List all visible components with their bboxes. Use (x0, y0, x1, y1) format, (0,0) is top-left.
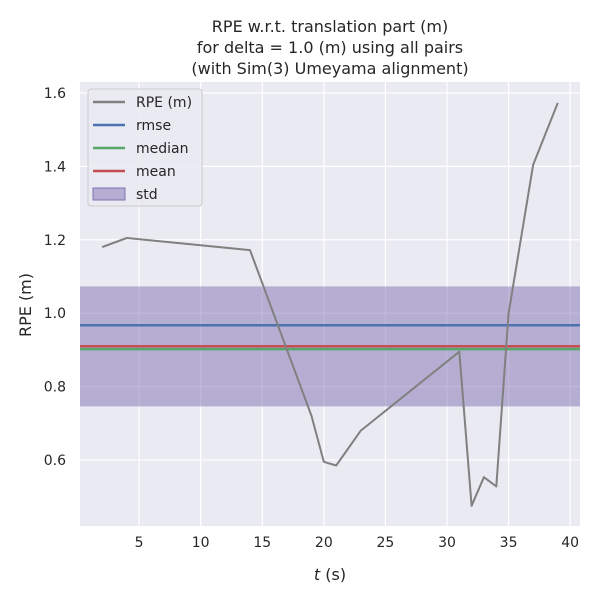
y-axis-label: RPE (m) (16, 273, 35, 337)
rpe-series-line (101, 102, 559, 507)
x-tick-label: 20 (315, 535, 333, 551)
y-tick-label: 0.8 (44, 380, 66, 396)
x-tick-label: 25 (377, 535, 395, 551)
x-tick-label: 15 (253, 535, 271, 551)
legend: RPE (m) rmse median mean std (87, 88, 203, 207)
legend-label: std (136, 187, 158, 203)
x-tick-label: 10 (192, 535, 210, 551)
x-axis-label: t (s) (314, 565, 346, 584)
legend-box (87, 88, 203, 207)
title-line-2: for delta = 1.0 (m) using all pairs (197, 38, 463, 57)
y-tick-label: 1.0 (44, 306, 66, 322)
y-tick-label: 1.2 (44, 233, 66, 249)
title-line-3: (with Sim(3) Umeyama alignment) (191, 59, 468, 78)
x-tick-label: 35 (500, 535, 518, 551)
legend-swatch (92, 187, 126, 201)
legend-label: mean (136, 164, 176, 180)
x-tick-labels: 5 10 15 20 25 30 35 40 (135, 535, 579, 551)
y-tick-labels: 0.6 0.8 1.0 1.2 1.4 1.6 (44, 86, 66, 469)
x-tick-label: 40 (561, 535, 579, 551)
legend-label: median (136, 141, 188, 157)
legend-label: rmse (136, 118, 171, 134)
title-line-1: RPE w.r.t. translation part (m) (212, 17, 448, 36)
legend-label: RPE (m) (136, 95, 192, 111)
x-axis-label-variable: t (314, 565, 321, 584)
x-axis-label-unit: (s) (320, 565, 346, 584)
plot-marks (80, 102, 580, 507)
chart-title: RPE w.r.t. translation part (m) for delt… (191, 17, 468, 78)
y-tick-label: 1.6 (44, 86, 66, 102)
y-tick-label: 0.6 (44, 453, 66, 469)
x-tick-label: 5 (135, 535, 144, 551)
y-tick-label: 1.4 (44, 159, 66, 175)
x-tick-label: 30 (438, 535, 456, 551)
